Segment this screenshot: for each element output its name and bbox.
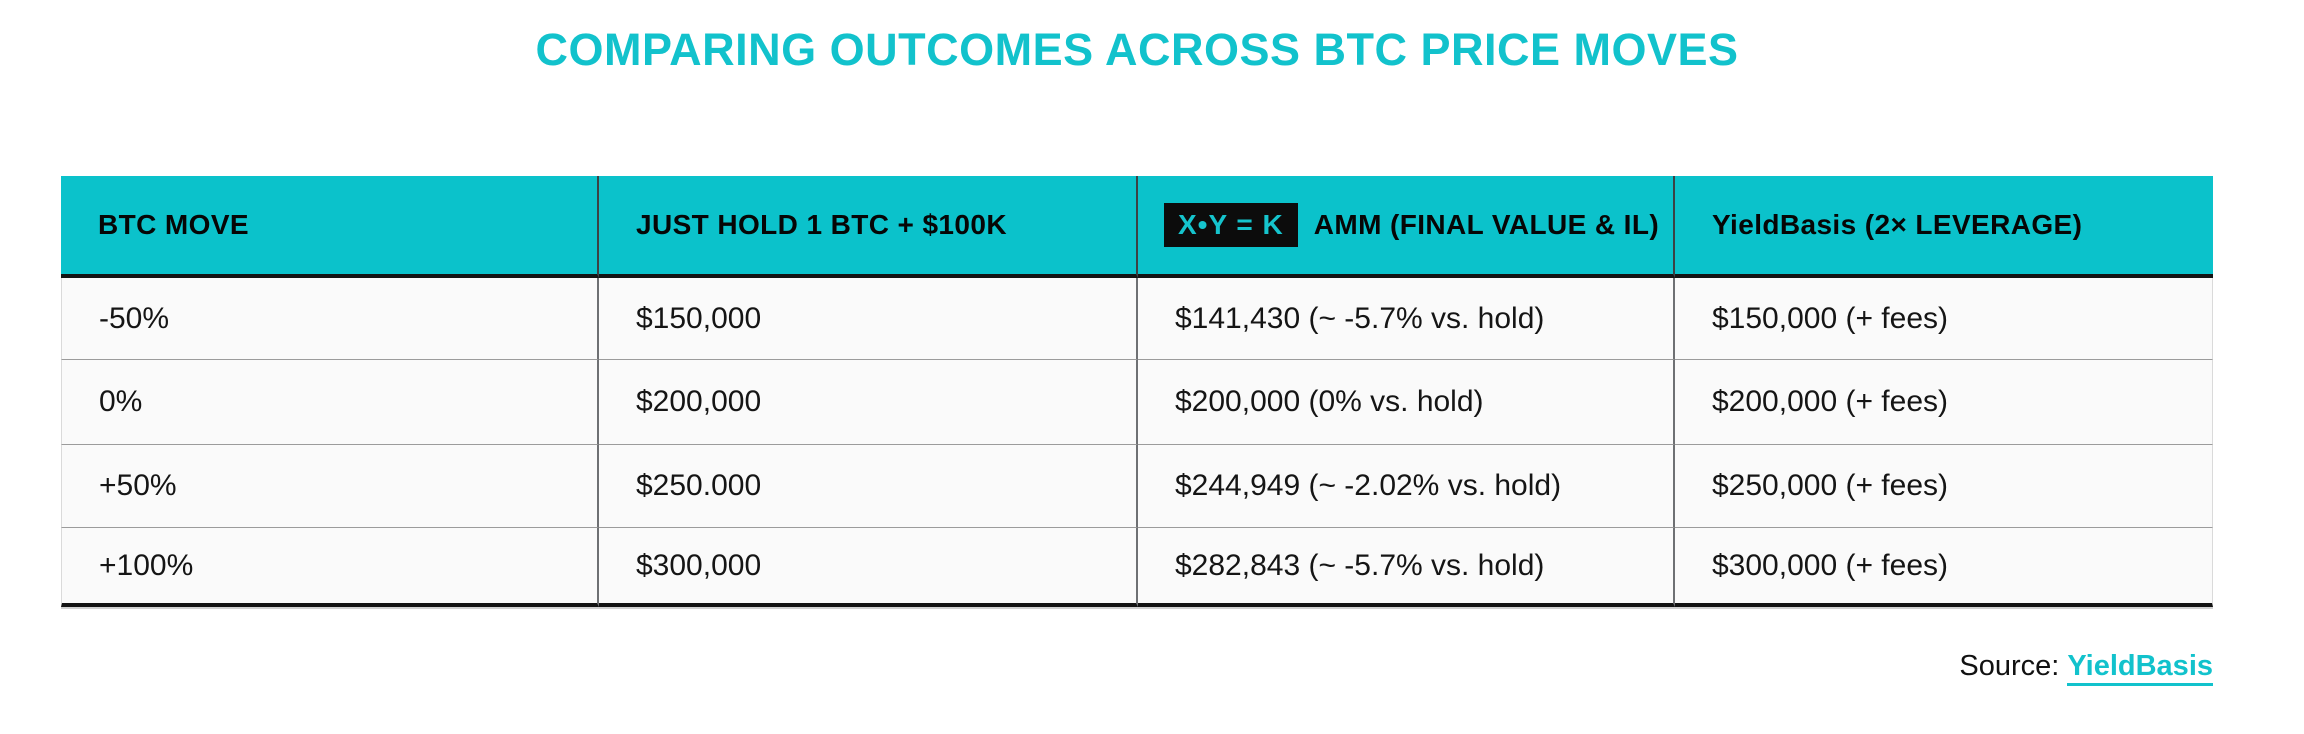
table-cell: +50% (61, 445, 599, 528)
table-cell: $300,000 (599, 528, 1138, 607)
col-header-yieldbasis-label: YieldBasis (2× LEVERAGE) (1712, 209, 2083, 240)
col-header-yieldbasis: YieldBasis (2× LEVERAGE) (1675, 176, 2213, 278)
col-header-btc-move-label: BTC MOVE (98, 209, 249, 240)
source-label: Source: (1959, 650, 2060, 682)
col-header-hold: JUST HOLD 1 BTC + $100K (599, 176, 1138, 278)
table-cell: $150,000 (599, 278, 1138, 360)
comparison-table: BTC MOVE JUST HOLD 1 BTC + $100K X•Y = K… (61, 176, 2213, 607)
table-cell: $250.000 (599, 445, 1138, 528)
col-header-btc-move: BTC MOVE (61, 176, 599, 278)
table-cell: $200,000 (599, 360, 1138, 445)
xyk-badge: X•Y = K (1164, 202, 1298, 248)
chart-title: COMPARING OUTCOMES ACROSS BTC PRICE MOVE… (535, 24, 1739, 75)
table-cell: $141,430 (~ -5.7% vs. hold) (1138, 278, 1675, 360)
table-cell: +100% (61, 528, 599, 607)
table-cell: $200,000 (+ fees) (1675, 360, 2213, 445)
table-cell: 0% (61, 360, 599, 445)
table-cell: -50% (61, 278, 599, 360)
table-cell: $300,000 (+ fees) (1675, 528, 2213, 607)
table-cell: $244,949 (~ -2.02% vs. hold) (1138, 445, 1675, 528)
source-line: Source: YieldBasis (1959, 650, 2213, 686)
table-cell: $250,000 (+ fees) (1675, 445, 2213, 528)
col-header-hold-label: JUST HOLD 1 BTC + $100K (636, 209, 1007, 240)
table-cell: $282,843 (~ -5.7% vs. hold) (1138, 528, 1675, 607)
col-header-amm: X•Y = K AMM (FINAL VALUE & IL) (1138, 176, 1675, 278)
col-header-amm-label: AMM (FINAL VALUE & IL) (1313, 209, 1660, 240)
source-link[interactable]: YieldBasis (2067, 650, 2213, 686)
table-cell: $200,000 (0% vs. hold) (1138, 360, 1675, 445)
table-cell: $150,000 (+ fees) (1675, 278, 2213, 360)
